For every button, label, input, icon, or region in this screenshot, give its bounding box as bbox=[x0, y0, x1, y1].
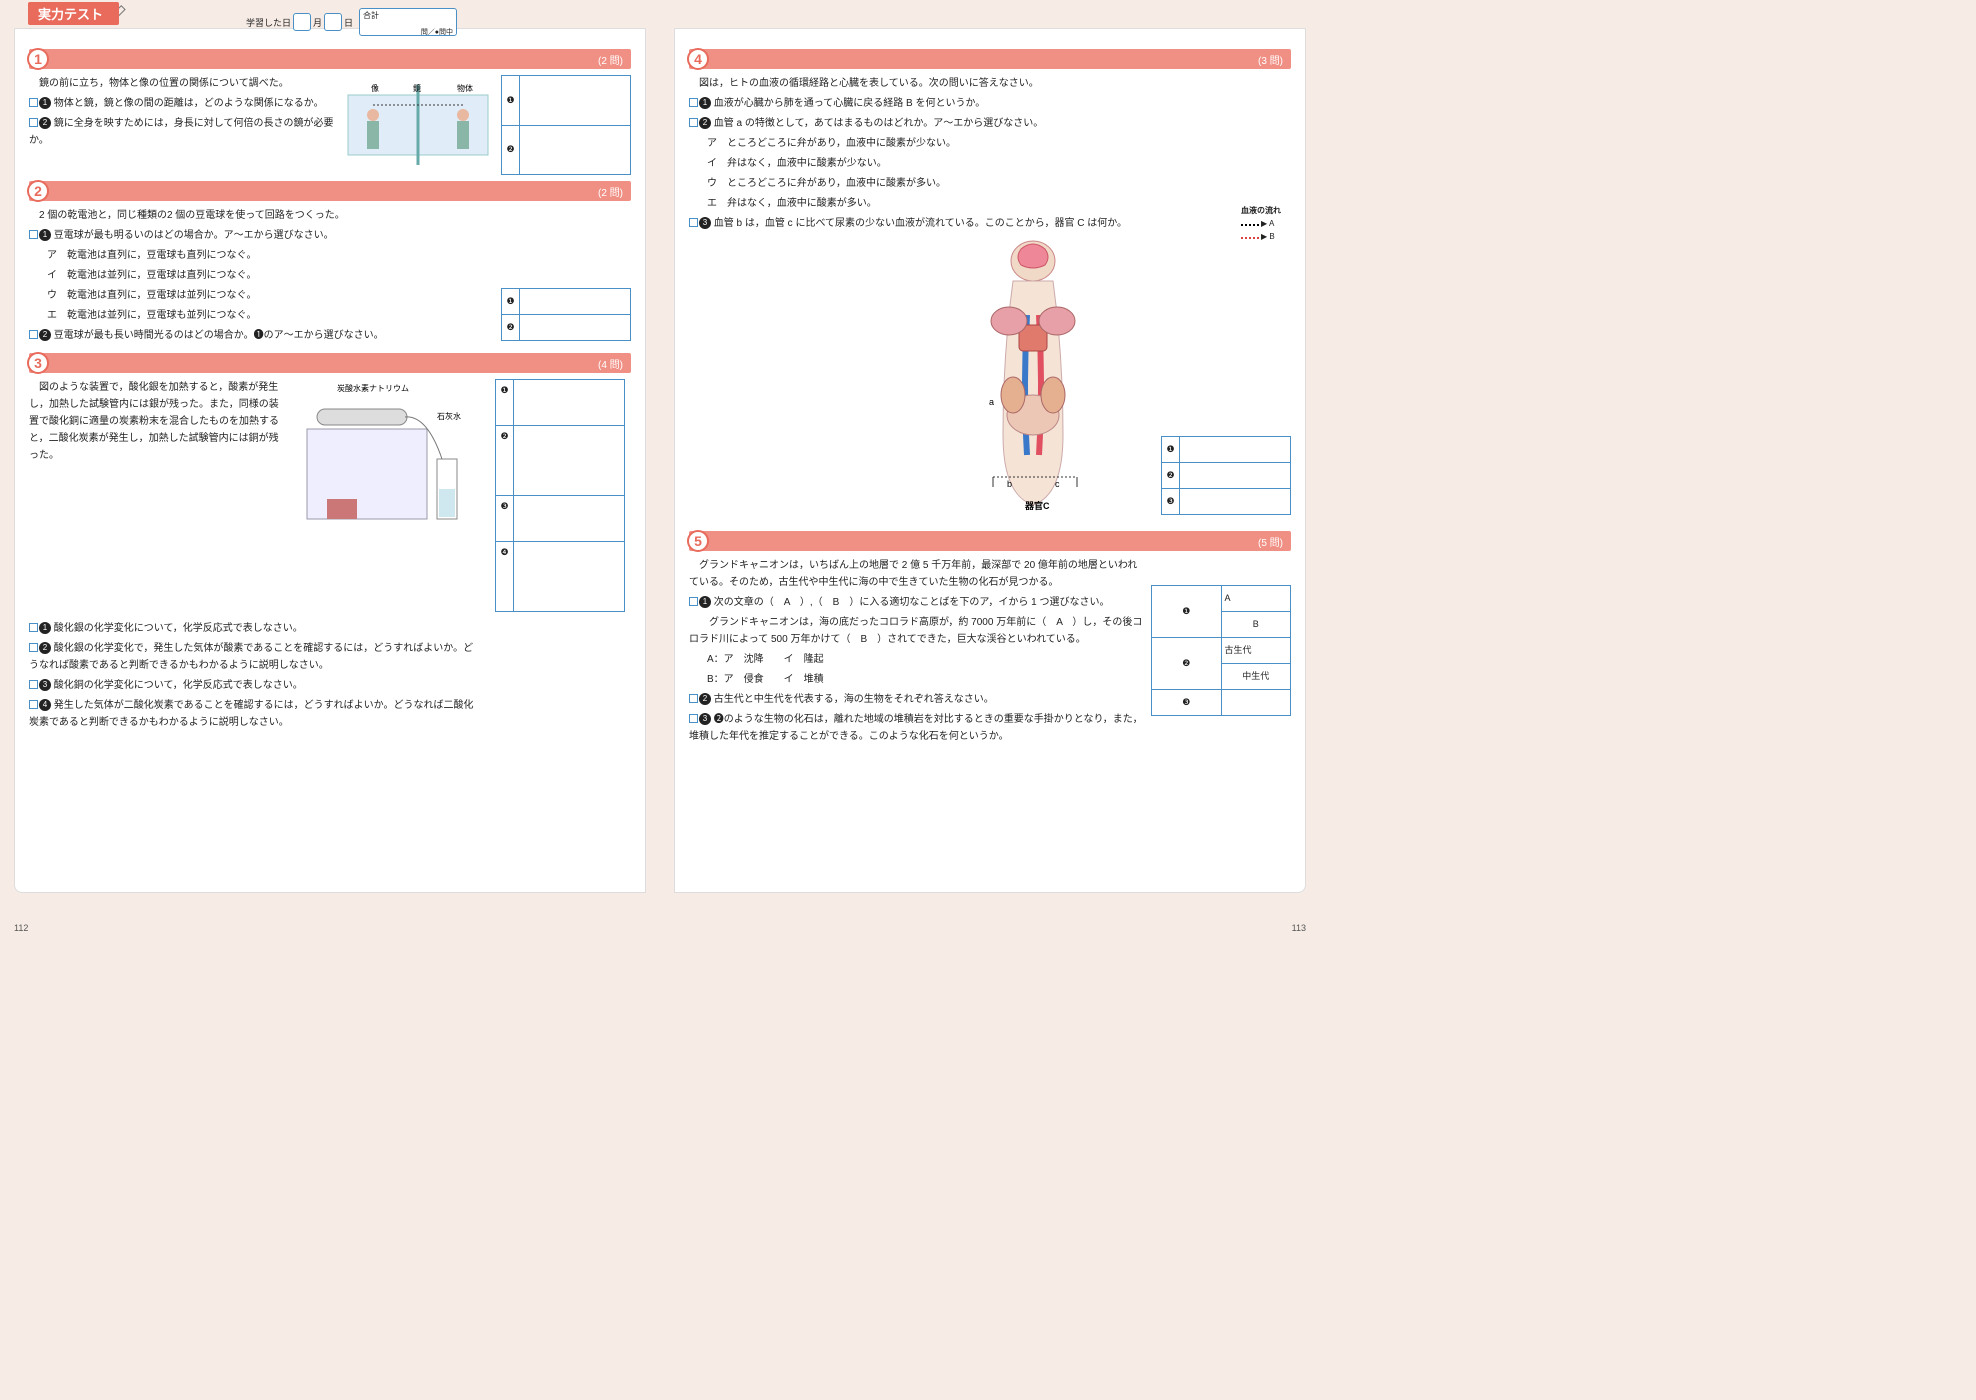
q3-bar: 3 (4 問) bbox=[29, 353, 631, 373]
q5-s1opta: A：ア 沈降 イ 隆起 bbox=[689, 651, 1143, 668]
q1-figure: 像 鏡 物体 bbox=[343, 75, 493, 175]
q3-s2: 酸化銀の化学変化で，発生した気体が酸素であることを確認するには，どうすればよいか… bbox=[29, 643, 473, 671]
svg-text:炭酸水素ナトリウム: 炭酸水素ナトリウム bbox=[337, 383, 409, 393]
q4-text: 図は，ヒトの血液の循環経路と心臓を表している。次の問いに答えなさい。 1 血液が… bbox=[689, 75, 1153, 515]
ans-sub: A bbox=[1221, 586, 1291, 612]
q2-points: (2 問) bbox=[598, 184, 623, 199]
q1-points: (2 問) bbox=[598, 52, 623, 67]
q5-intro: グランドキャニオンは，いちばん上の地層で 2 億 5 千万年前，最深部で 20 … bbox=[689, 557, 1143, 591]
svg-text:器官C: 器官C bbox=[1024, 500, 1050, 511]
day-label: 日 bbox=[344, 16, 353, 29]
day-box[interactable] bbox=[324, 13, 342, 31]
q4-intro: 図は，ヒトの血液の循環経路と心臓を表している。次の問いに答えなさい。 bbox=[689, 75, 1153, 92]
q3-num: 3 bbox=[27, 352, 49, 374]
q5-text: グランドキャニオンは，いちばん上の地層で 2 億 5 千万年前，最深部で 20 … bbox=[689, 557, 1143, 748]
q4-s1: 血液が心臓から肺を通って心臓に戻る経路 B を何というか。 bbox=[714, 98, 986, 109]
test-tab: 実力テスト bbox=[28, 2, 119, 25]
ans-sub: 中生代 bbox=[1221, 664, 1291, 690]
q1-answers[interactable]: ❶ ❷ bbox=[501, 75, 631, 175]
ans-sub: B bbox=[1221, 612, 1291, 638]
q4-s2u: ウ ところどころに弁があり，血液中に酸素が多い。 bbox=[689, 175, 1153, 192]
q3-answers[interactable]: ❶ ❷ ❸ ❹ bbox=[495, 379, 625, 612]
q5-s1optb: B：ア 侵食 イ 堆積 bbox=[689, 671, 1143, 688]
q3-figure: 炭酸水素ナトリウム 石灰水 bbox=[287, 379, 487, 539]
ans-label: ❸ bbox=[1152, 690, 1222, 716]
ans-label: ❶ bbox=[502, 76, 520, 126]
q1-intro: 鏡の前に立ち，物体と像の位置の関係について調べた。 bbox=[29, 75, 335, 92]
q5-s1: 次の文章の（ A ）,（ B ）に入る適切なことばを下のア，イから 1 つ選びな… bbox=[714, 597, 1110, 608]
q2-opti: イ 乾電池は並列に，豆電球は直列につなぐ。 bbox=[29, 267, 493, 284]
q3-s4: 発生した気体が二酸化炭素であることを確認するには，どうすればよいか。どうなれば二… bbox=[29, 700, 473, 728]
q2-s2: 豆電球が最も長い時間光るのはどの場合か。❶のア〜エから選びなさい。 bbox=[54, 330, 384, 341]
q3-s3: 酸化銅の化学変化について，化学反応式で表しなさい。 bbox=[54, 680, 303, 691]
page-num-right: 113 bbox=[1292, 923, 1306, 933]
q2-opta: ア 乾電池は直列に，豆電球も直列につなぐ。 bbox=[29, 247, 493, 264]
ans-label: ❸ bbox=[1162, 489, 1180, 515]
ans-label: ❶ bbox=[1152, 586, 1222, 638]
ans-label: ❶ bbox=[502, 289, 520, 315]
date-label: 学習した日 bbox=[246, 16, 291, 29]
q5-answers[interactable]: ❶ A B ❷ 古生代 中生代 ❸ bbox=[1151, 585, 1291, 716]
q1-s2: 鏡に全身を映すためには，身長に対して何倍の長さの鏡が必要か。 bbox=[29, 118, 333, 146]
svg-text:石灰水: 石灰水 bbox=[437, 411, 461, 421]
q1-s1: 物体と鏡，鏡と像の間の距離は，どのような関係になるか。 bbox=[54, 98, 324, 109]
q5-points: (5 問) bbox=[1258, 534, 1283, 549]
ans-label: ❶ bbox=[496, 380, 514, 426]
q2-num: 2 bbox=[27, 180, 49, 202]
q2-s1: 豆電球が最も明るいのはどの場合か。ア〜エから選びなさい。 bbox=[54, 230, 334, 241]
q3-points: (4 問) bbox=[598, 356, 623, 371]
q5-s2: 古生代と中生代を代表する，海の生物をそれぞれ答えなさい。 bbox=[714, 694, 994, 705]
q3-text-a: 図のような装置で，酸化銀を加熱すると，酸素が発生し，加熱した試験管内には銀が残っ… bbox=[29, 379, 279, 612]
ans-label: ❶ bbox=[1162, 437, 1180, 463]
total-label: 合計 bbox=[363, 10, 379, 21]
svg-text:物体: 物体 bbox=[457, 83, 473, 93]
q5-s3: ❷のような生物の化石は，離れた地域の堆積岩を対比するときの重要な手掛かりとなり，… bbox=[689, 714, 1143, 742]
ans-label: ❷ bbox=[502, 125, 520, 175]
total-sub: 問／●問中 bbox=[363, 27, 453, 37]
q2-answers[interactable]: ❶ ❷ bbox=[501, 288, 631, 341]
date-row: 学習した日 月 日 合計 問／●問中 bbox=[246, 8, 457, 36]
q4-figure: a b c 器官C bbox=[933, 235, 1153, 515]
svg-text:像: 像 bbox=[371, 83, 379, 93]
q2-text: 2 個の乾電池と，同じ種類の2 個の豆電球を使って回路をつくった。 1 豆電球が… bbox=[29, 207, 493, 347]
q2-bar: 2 (2 問) bbox=[29, 181, 631, 201]
q4-legend: 血液の流れ ▶ A ▶ B bbox=[1241, 205, 1281, 243]
q5-bar: 5 (5 問) bbox=[689, 531, 1291, 551]
svg-text:a: a bbox=[989, 397, 994, 407]
q4-num: 4 bbox=[687, 48, 709, 70]
q2-opte: エ 乾電池は並列に，豆電球も並列につなぐ。 bbox=[29, 307, 493, 324]
ans-label: ❷ bbox=[1162, 463, 1180, 489]
q5-num: 5 bbox=[687, 530, 709, 552]
page-num-left: 112 bbox=[14, 923, 28, 933]
ans-label: ❷ bbox=[1152, 638, 1222, 690]
total-box: 合計 問／●問中 bbox=[359, 8, 457, 36]
ans-label: ❹ bbox=[496, 542, 514, 612]
q1-num: 1 bbox=[27, 48, 49, 70]
q5-s1body: グランドキャニオンは，海の底だったコロラド高原が，約 7000 万年前に（ A … bbox=[689, 614, 1143, 648]
q4-s2i: イ 弁はなく，血液中に酸素が少ない。 bbox=[689, 155, 1153, 172]
q4-bar: 4 (3 問) bbox=[689, 49, 1291, 69]
svg-text:鏡: 鏡 bbox=[413, 83, 421, 93]
svg-text:c: c bbox=[1055, 479, 1060, 489]
q3-intro: 図のような装置で，酸化銀を加熱すると，酸素が発生し，加熱した試験管内には銀が残っ… bbox=[29, 379, 279, 464]
ans-sub: 古生代 bbox=[1221, 638, 1291, 664]
month-box[interactable] bbox=[293, 13, 311, 31]
q1-text: 鏡の前に立ち，物体と像の位置の関係について調べた。 1 物体と鏡，鏡と像の間の距… bbox=[29, 75, 335, 175]
q4-points: (3 問) bbox=[1258, 52, 1283, 67]
q4-s2e: エ 弁はなく，血液中に酸素が多い。 bbox=[689, 195, 1153, 212]
q4-answers[interactable]: ❶ ❷ ❸ bbox=[1161, 436, 1291, 515]
ans-label: ❸ bbox=[496, 496, 514, 542]
q4-s2a: ア ところどころに弁があり，血液中に酸素が少ない。 bbox=[689, 135, 1153, 152]
q3-text-b: 1 酸化銀の化学変化について，化学反応式で表しなさい。 2 酸化銀の化学変化で，… bbox=[29, 620, 479, 734]
ans-label: ❷ bbox=[502, 315, 520, 341]
q3-s1: 酸化銀の化学変化について，化学反応式で表しなさい。 bbox=[54, 623, 303, 634]
q4-s2h: 血管 a の特徴として，あてはまるものはどれか。ア〜エから選びなさい。 bbox=[714, 118, 1044, 129]
svg-text:b: b bbox=[1007, 479, 1012, 489]
ans-label: ❷ bbox=[496, 426, 514, 496]
q2-optu: ウ 乾電池は直列に，豆電球は並列につなぐ。 bbox=[29, 287, 493, 304]
q1-bar: 1 (2 問) bbox=[29, 49, 631, 69]
q2-intro: 2 個の乾電池と，同じ種類の2 個の豆電球を使って回路をつくった。 bbox=[29, 207, 493, 224]
month-label: 月 bbox=[313, 16, 322, 29]
q4-s3: 血管 b は，血管 c に比べて尿素の少ない血液が流れている。このことから，器官… bbox=[714, 218, 1127, 229]
